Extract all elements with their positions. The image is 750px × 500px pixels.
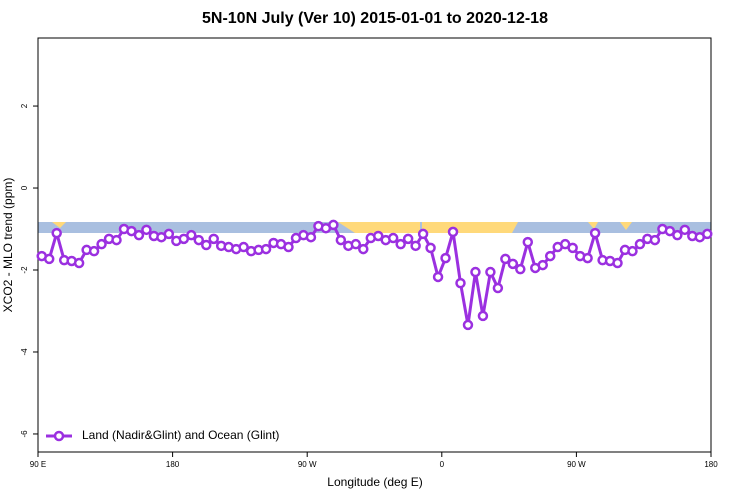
y-tick-label: 0 bbox=[20, 185, 29, 190]
x-axis-label: Longitude (deg E) bbox=[327, 475, 422, 489]
point-marker bbox=[537, 259, 548, 271]
plot-frame bbox=[37, 37, 712, 453]
point-marker bbox=[410, 240, 421, 252]
point-marker bbox=[335, 234, 347, 246]
point-marker bbox=[507, 258, 519, 270]
point-marker bbox=[305, 231, 317, 243]
point-marker bbox=[96, 238, 107, 250]
point-marker bbox=[567, 242, 578, 254]
point-marker bbox=[372, 230, 384, 242]
y-tick-label: -6 bbox=[20, 430, 29, 438]
point-marker bbox=[283, 241, 294, 253]
point-marker bbox=[485, 266, 496, 278]
point-marker bbox=[447, 226, 459, 238]
y-tick-label: -2 bbox=[20, 266, 29, 274]
point-marker bbox=[634, 238, 646, 250]
point-marker bbox=[515, 263, 526, 275]
point-marker bbox=[477, 310, 489, 322]
x-tick-label: 90 E bbox=[30, 460, 46, 469]
point-marker bbox=[88, 245, 100, 257]
point-marker bbox=[43, 253, 55, 265]
point-marker bbox=[417, 228, 429, 240]
point-marker bbox=[627, 245, 638, 257]
point-marker bbox=[126, 225, 137, 237]
point-marker bbox=[186, 229, 197, 241]
point-marker bbox=[672, 229, 683, 241]
chart-title: 5N-10N July (Ver 10) 2015-01-01 to 2020-… bbox=[202, 10, 548, 27]
x-tick-label: 180 bbox=[704, 460, 718, 469]
land-ocean-band bbox=[38, 222, 711, 233]
point-marker bbox=[462, 319, 474, 331]
point-marker bbox=[492, 282, 504, 294]
point-marker bbox=[193, 234, 205, 246]
y-axis-label: XCO2 - MLO trend (ppm) bbox=[1, 178, 15, 313]
point-marker bbox=[544, 250, 556, 262]
point-marker bbox=[679, 224, 691, 236]
point-marker bbox=[201, 239, 212, 251]
land-patch bbox=[422, 222, 518, 233]
y-tick-label: -4 bbox=[20, 348, 29, 356]
point-marker bbox=[133, 229, 145, 241]
point-marker bbox=[395, 238, 406, 250]
land-patch bbox=[588, 222, 598, 229]
point-marker bbox=[387, 232, 399, 244]
point-marker bbox=[350, 238, 362, 250]
point-marker bbox=[208, 233, 219, 245]
x-tick-label: 90 W bbox=[298, 460, 317, 469]
land-patch bbox=[620, 222, 632, 230]
point-marker bbox=[402, 233, 414, 245]
point-marker bbox=[500, 253, 511, 265]
point-marker bbox=[649, 234, 661, 246]
point-marker bbox=[141, 224, 152, 236]
x-tick-label: 180 bbox=[166, 460, 180, 469]
point-marker bbox=[260, 243, 272, 255]
land-patch bbox=[52, 222, 66, 228]
x-tick-label: 0 bbox=[440, 460, 445, 469]
point-marker bbox=[111, 234, 122, 246]
point-marker bbox=[51, 227, 62, 239]
point-marker bbox=[163, 228, 175, 240]
point-marker bbox=[328, 219, 339, 231]
land-patch bbox=[338, 222, 420, 233]
point-marker bbox=[582, 252, 593, 264]
point-marker bbox=[432, 271, 444, 283]
point-marker bbox=[73, 257, 85, 269]
legend-marker bbox=[53, 430, 65, 442]
point-marker bbox=[455, 277, 466, 289]
x-tick-label: 90 W bbox=[567, 460, 586, 469]
point-marker bbox=[238, 241, 249, 253]
point-marker bbox=[358, 243, 369, 255]
point-marker bbox=[522, 236, 534, 248]
point-marker bbox=[589, 227, 601, 239]
y-tick-label: 2 bbox=[20, 103, 29, 108]
point-marker bbox=[612, 257, 623, 269]
point-marker bbox=[664, 225, 676, 237]
point-marker bbox=[425, 242, 436, 254]
point-marker bbox=[702, 228, 713, 240]
legend-label: Land (Nadir&Glint) and Ocean (Glint) bbox=[82, 428, 279, 442]
point-marker bbox=[440, 252, 451, 264]
point-marker bbox=[470, 266, 481, 278]
